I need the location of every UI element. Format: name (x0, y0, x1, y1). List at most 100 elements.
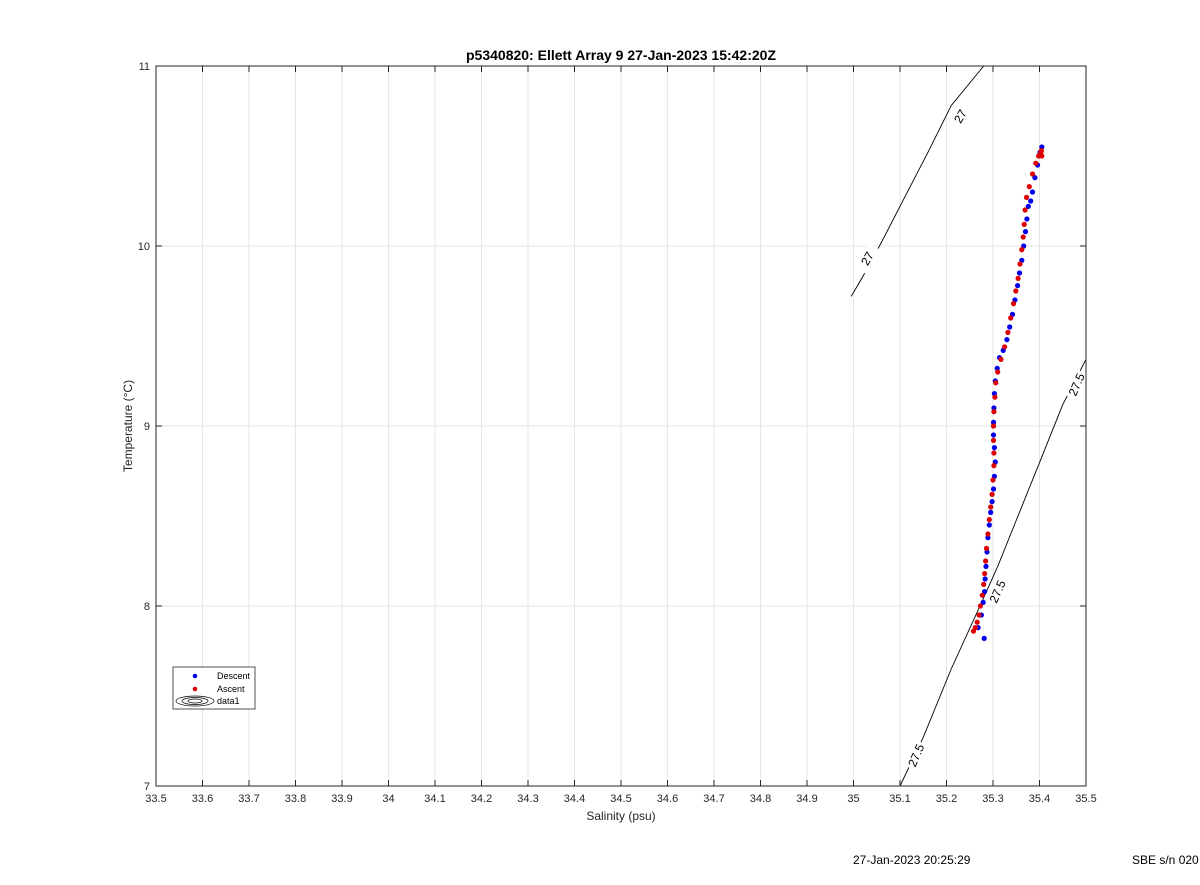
data-point-ascent (990, 477, 996, 483)
data-point-ascent (1002, 344, 1008, 350)
data-point-descent (989, 499, 995, 505)
data-point-ascent (989, 491, 995, 497)
data-point-ascent (1029, 171, 1036, 177)
data-point-ascent (976, 612, 982, 618)
legend-label-descent: Descent (217, 671, 251, 681)
y-tick-label: 8 (144, 601, 150, 613)
contour-icon-ring (175, 695, 215, 707)
legend-label-data1: data1 (217, 696, 240, 706)
data-point-descent (990, 432, 997, 438)
grid-lines (155, 65, 1087, 787)
data-point-descent (985, 535, 991, 541)
data-point-ascent (1022, 207, 1028, 213)
data-point-descent (990, 486, 997, 492)
data-point-descent (1016, 270, 1023, 276)
x-axis-ticks: 33.5 33.6 33.7 33.8 33.9 34 34.1 34.2 34.3 34.4 34… (145, 66, 1097, 805)
contour-label-gap (947, 100, 974, 133)
x-tick-label: 34.2 (471, 793, 492, 805)
data-point-ascent (1038, 148, 1044, 154)
x-tick-label: 35.1 (889, 793, 910, 805)
data-point-ascent (990, 437, 997, 443)
y-tick-label: 9 (144, 421, 150, 433)
data-point-ascent (1005, 329, 1011, 335)
data-point-ascent (983, 558, 989, 564)
contour-icon-ring (181, 697, 209, 705)
y-axis-label: Temperature (°C) (121, 380, 135, 472)
x-tick-label: 35.2 (936, 793, 957, 805)
footer-timestamp: 27-Jan-2023 20:25:29 (853, 853, 971, 867)
data-points (970, 144, 1045, 642)
footer-serial: SBE s/n 020 (1132, 853, 1199, 867)
contour-label-gap (985, 575, 1010, 608)
data-point-ascent (1039, 153, 1045, 159)
legend[interactable]: Descent Ascent data1 (172, 666, 256, 710)
data-point-descent (1022, 229, 1029, 235)
data-point-ascent (977, 603, 984, 609)
data-point-ascent (1019, 247, 1025, 253)
data-point-ascent (1033, 160, 1039, 166)
data-point-ascent (995, 369, 1001, 375)
data-point-descent (991, 405, 997, 411)
data-point-descent (980, 599, 986, 606)
data-point-descent (990, 419, 997, 425)
data-point-ascent (972, 625, 978, 631)
x-tick-label: 35 (847, 793, 859, 805)
legend-marker-ascent (192, 686, 198, 692)
x-tick-label: 35.5 (1075, 793, 1096, 805)
x-tick-label: 33.6 (192, 793, 213, 805)
x-tick-label: 34.9 (796, 793, 817, 805)
x-tick-label: 33.9 (331, 793, 352, 805)
x-tick-label: 33.7 (238, 793, 259, 805)
data-point-ascent (993, 380, 999, 386)
data-point-descent (1004, 337, 1010, 343)
contour-icon-ring (187, 698, 203, 704)
data-point-ascent (986, 517, 992, 523)
data-point-ascent (1010, 301, 1017, 307)
data-point-ascent (985, 531, 991, 537)
y-tick-label: 10 (138, 241, 150, 253)
data-point-descent (1007, 324, 1013, 330)
data-point-ascent (990, 423, 997, 429)
data-point-descent (1028, 198, 1034, 204)
x-tick-label: 34 (382, 793, 394, 805)
data-point-descent (991, 445, 998, 451)
data-point-ascent (979, 592, 985, 598)
data-point-ascent (998, 356, 1004, 362)
contour-label-gap (1064, 368, 1089, 401)
x-tick-label: 34.4 (564, 793, 585, 805)
legend-label-ascent: Ascent (217, 684, 245, 694)
x-tick-label: 34.6 (657, 793, 678, 805)
data-point-ascent (1017, 261, 1023, 267)
x-tick-label: 35.4 (1029, 793, 1050, 805)
data-point-ascent (1013, 288, 1019, 294)
data-point-ascent (1023, 194, 1030, 200)
contour-label: 27 (858, 249, 877, 268)
data-point-ascent (991, 450, 997, 456)
data-point-descent (986, 522, 992, 528)
data-point-descent (1024, 216, 1030, 222)
data-point-descent (1015, 283, 1021, 289)
data-point-ascent (974, 619, 980, 625)
legend-marker-descent (192, 673, 198, 679)
x-tick-label: 34.7 (703, 793, 724, 805)
y-axis-ticks: 7 8 9 10 11 (138, 61, 1086, 793)
x-tick-label: 35.3 (982, 793, 1003, 805)
data-point-ascent (981, 581, 987, 588)
data-point-ascent (991, 463, 997, 469)
x-axis-label: Salinity (psu) (586, 809, 655, 823)
x-tick-label: 34.1 (424, 793, 445, 805)
x-tick-label: 34.5 (610, 793, 631, 805)
data-point-ascent (1008, 315, 1014, 321)
density-contour-line (899, 359, 1087, 787)
x-tick-label: 33.5 (145, 793, 166, 805)
data-point-descent (982, 576, 988, 582)
data-point-ascent (982, 571, 988, 577)
contour-label: 27 (951, 107, 970, 126)
data-point-descent (1029, 189, 1036, 195)
data-point-ascent (988, 504, 994, 510)
contour-label-gap (904, 739, 929, 772)
x-tick-label: 34.3 (517, 793, 538, 805)
data-point-ascent (1020, 234, 1026, 240)
x-tick-label: 34.8 (750, 793, 771, 805)
